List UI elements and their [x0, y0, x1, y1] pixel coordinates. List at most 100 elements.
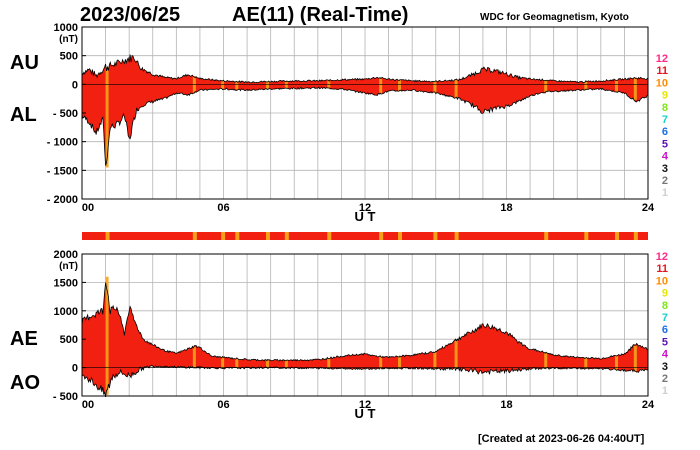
station-count-label: 11 [656, 263, 668, 275]
y-tick-label: 0 [72, 363, 78, 375]
station-stripe [454, 80, 458, 98]
station-count-label: 7 [662, 114, 668, 126]
station-count-label: 4 [662, 151, 669, 163]
station-stripe [544, 79, 548, 93]
station-stripe [614, 355, 618, 370]
x-axis-label: U T [355, 406, 376, 421]
station-stripe [633, 78, 637, 100]
band-segment [284, 232, 289, 240]
y-tick-label: - 1500 [47, 165, 78, 177]
x-tick-label: 00 [82, 399, 94, 411]
station-stripe [544, 352, 548, 369]
x-tick-label: 12 [359, 202, 371, 214]
al-label: AL [10, 104, 37, 126]
station-stripe [192, 346, 196, 368]
ae-series-line [81, 282, 649, 362]
station-count-label: 9 [662, 90, 668, 102]
y-tick-label: - 1000 [47, 137, 78, 149]
station-stripe [584, 81, 588, 90]
station-stripe [584, 357, 588, 369]
band-segment [454, 232, 459, 240]
y-tick-label: 1000 [54, 22, 78, 34]
station-count-label: 3 [662, 163, 668, 175]
ae-label: AE [10, 328, 38, 350]
x-axis-label: U T [355, 209, 376, 224]
station-count-label: 8 [662, 102, 668, 114]
station-count-label: 2 [662, 373, 668, 385]
station-count-label: 12 [656, 53, 668, 65]
x-tick-label: 18 [500, 399, 512, 411]
station-stripe [454, 340, 458, 370]
y-tick-label: 500 [60, 51, 78, 63]
station-stripe [633, 345, 637, 371]
ae-ao-panel: 2000 1500 1000 500 0 - 500 (nT) 00 06 12 18 24 U T [53, 249, 655, 421]
station-stripe [398, 79, 402, 91]
station-stripe [614, 79, 618, 92]
band-segment [105, 232, 110, 240]
y-tick-label: 2000 [54, 249, 78, 261]
station-stripe [433, 81, 437, 93]
data-source: WDC for Geomagnetism, Kyoto [480, 12, 629, 23]
station-stripe [265, 81, 269, 90]
station-count-label: 11 [656, 65, 668, 77]
y-tick-label: - 500 [53, 391, 78, 403]
y-tick-label: 500 [60, 334, 78, 346]
ae-ao-area [82, 282, 648, 397]
band-segment [327, 232, 332, 240]
y-tick-label: 1000 [54, 306, 78, 318]
station-stripe [284, 81, 288, 89]
band-segment [433, 232, 438, 240]
station-stripe [265, 360, 269, 368]
station-count-label: 7 [662, 312, 668, 324]
y-tick-label: 1500 [54, 277, 78, 289]
y-tick-label: 0 [72, 79, 78, 91]
au-label: AU [10, 52, 39, 74]
station-count-label: 4 [662, 349, 669, 361]
station-count-label: 9 [662, 288, 668, 300]
band-segment [379, 232, 384, 240]
band-base [82, 232, 648, 240]
station-count-label: 1 [662, 187, 668, 199]
station-stripe [235, 81, 239, 90]
band-segment [614, 232, 619, 240]
station-count-label: 6 [662, 126, 668, 138]
y-unit-label: (nT) [59, 34, 78, 45]
station-count-label: 2 [662, 175, 668, 187]
station-band [82, 232, 648, 240]
station-stripe [433, 352, 437, 369]
station-stripe [327, 358, 331, 369]
ao-label: AO [10, 372, 40, 394]
station-count-label: 12 [656, 251, 668, 263]
station-stripe [379, 356, 383, 369]
x-tick-label: 06 [217, 202, 229, 214]
au-series-line [81, 54, 649, 84]
station-count-label: 3 [662, 361, 668, 373]
station-count-label: 10 [656, 77, 668, 89]
y-tick-label: - 500 [53, 108, 78, 120]
x-tick-label: 00 [82, 202, 94, 214]
x-tick-label: 18 [500, 202, 512, 214]
station-stripe [221, 80, 225, 90]
station-count-label: 8 [662, 300, 668, 312]
chart-date: 2023/06/25 [80, 4, 181, 26]
station-stripe [379, 77, 383, 94]
band-segment [265, 232, 270, 240]
y-tick-label: - 2000 [47, 194, 78, 206]
band-segment [235, 232, 240, 240]
band-segment [544, 232, 549, 240]
band-segment [398, 232, 403, 240]
station-count-label: 5 [662, 138, 668, 150]
station-stripe [398, 356, 402, 369]
x-tick-label: 24 [642, 399, 655, 411]
station-stripe [105, 276, 109, 395]
station-stripe [221, 357, 225, 369]
station-count-label: 10 [656, 275, 668, 287]
station-count-label: 1 [662, 385, 668, 397]
station-count-label: 6 [662, 324, 668, 336]
band-segment [221, 232, 226, 240]
x-tick-label: 12 [359, 399, 371, 411]
station-stripe [235, 358, 239, 369]
